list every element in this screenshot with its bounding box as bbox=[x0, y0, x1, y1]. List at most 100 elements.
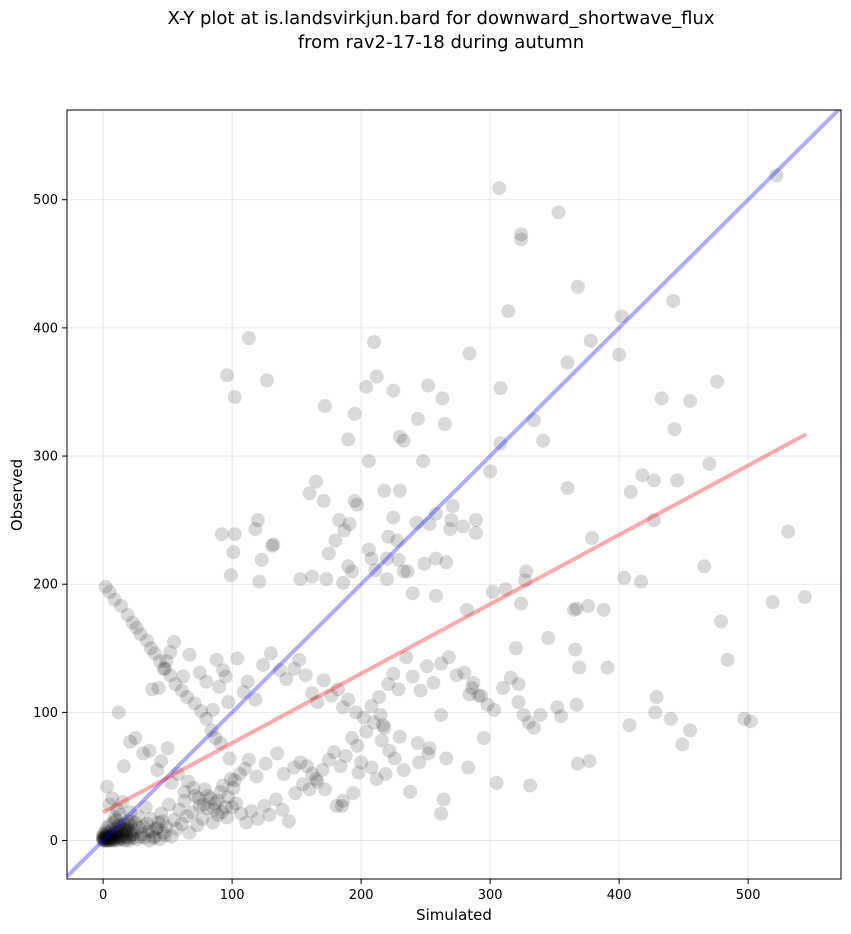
scatter-point bbox=[266, 537, 281, 552]
scatter-point bbox=[147, 646, 162, 661]
scatter-point bbox=[480, 697, 495, 712]
scatter-point bbox=[124, 828, 139, 843]
scatter-point bbox=[200, 801, 215, 816]
scatter-point bbox=[96, 830, 111, 845]
scatter-point bbox=[570, 756, 585, 771]
scatter-point bbox=[399, 650, 414, 665]
scatter-point bbox=[550, 700, 565, 715]
scatter-point bbox=[146, 830, 161, 845]
scatter-point bbox=[207, 802, 222, 817]
scatter-point bbox=[115, 827, 130, 842]
scatter-point bbox=[737, 711, 752, 726]
scatter-point bbox=[714, 614, 729, 629]
scatter-point bbox=[119, 825, 134, 840]
scatter-point bbox=[192, 665, 207, 680]
scatter-point bbox=[205, 702, 220, 717]
scatter-point bbox=[310, 695, 325, 710]
scatter-point bbox=[305, 766, 320, 781]
scatter-point bbox=[287, 760, 302, 775]
scatter-point bbox=[164, 775, 179, 790]
scatter-point bbox=[236, 684, 251, 699]
scatter-point bbox=[169, 822, 184, 837]
scatter-point bbox=[105, 830, 120, 845]
scatter-point bbox=[445, 499, 460, 514]
scatter-point bbox=[268, 792, 283, 807]
scatter-point bbox=[163, 668, 178, 683]
scatter-point bbox=[250, 513, 265, 528]
x-tick-label: 500 bbox=[736, 888, 761, 903]
scatter-point bbox=[378, 766, 393, 781]
scatter-point bbox=[120, 822, 135, 837]
scatter-point bbox=[347, 406, 362, 421]
scatter-point bbox=[324, 688, 339, 703]
scatter-point bbox=[465, 681, 480, 696]
scatter-point bbox=[110, 830, 125, 845]
scatter-point bbox=[321, 546, 336, 561]
scatter-point bbox=[186, 781, 201, 796]
scatter-point bbox=[649, 690, 664, 705]
scatter-point bbox=[646, 473, 661, 488]
scatter-point bbox=[110, 825, 125, 840]
scatter-point bbox=[128, 815, 143, 830]
scatter-point bbox=[348, 705, 363, 720]
scatter-point bbox=[302, 782, 317, 797]
scatter-point bbox=[436, 792, 451, 807]
scatter-point bbox=[468, 525, 483, 540]
scatter-point bbox=[118, 833, 133, 848]
scatter-point bbox=[310, 774, 325, 789]
scatter-point bbox=[142, 833, 157, 848]
scatter-point bbox=[369, 772, 384, 787]
scatter-point bbox=[536, 433, 551, 448]
scatter-point bbox=[459, 602, 474, 617]
scatter-point bbox=[109, 813, 124, 828]
scatter-point bbox=[191, 791, 206, 806]
scatter-point bbox=[111, 824, 126, 839]
scatter-point bbox=[428, 551, 443, 566]
scatter-point bbox=[97, 828, 112, 843]
y-tick-label: 200 bbox=[33, 578, 58, 593]
scatter-point bbox=[622, 718, 637, 733]
scatter-point bbox=[416, 454, 431, 469]
scatter-point bbox=[617, 570, 632, 585]
scatter-point bbox=[154, 754, 169, 769]
scatter-point bbox=[443, 522, 458, 537]
scatter-point bbox=[158, 661, 173, 676]
scatter-point bbox=[386, 666, 401, 681]
scatter-point bbox=[434, 806, 449, 821]
scatter-point bbox=[551, 205, 566, 220]
scatter-point bbox=[179, 809, 194, 824]
scatter-point bbox=[123, 818, 138, 833]
scatter-point bbox=[109, 822, 124, 837]
scatter-point bbox=[288, 786, 303, 801]
scatter-point bbox=[364, 551, 379, 566]
x-axis-label: Simulated bbox=[416, 906, 492, 924]
scatter-point bbox=[287, 661, 302, 676]
scatter-point bbox=[391, 552, 406, 567]
scatter-point bbox=[435, 391, 450, 406]
scatter-point bbox=[196, 797, 211, 812]
scatter-point bbox=[164, 829, 179, 844]
scatter-point bbox=[99, 820, 114, 835]
scatter-point bbox=[361, 542, 376, 557]
scatter-point bbox=[192, 798, 207, 813]
scatter-point bbox=[179, 690, 194, 705]
scatter-point bbox=[145, 824, 160, 839]
scatter-point bbox=[230, 651, 245, 666]
scatter-point bbox=[279, 672, 294, 687]
scatter-point bbox=[382, 743, 397, 758]
scatter-point bbox=[373, 707, 388, 722]
scatter-point bbox=[308, 474, 323, 489]
scatter-point bbox=[137, 830, 152, 845]
scatter-point bbox=[634, 574, 649, 589]
scatter-point bbox=[150, 820, 165, 835]
scatter-point bbox=[391, 682, 406, 697]
scatter-point bbox=[351, 765, 366, 780]
scatter-point bbox=[182, 825, 197, 840]
scatter-point bbox=[97, 833, 112, 848]
scatter-point bbox=[434, 707, 449, 722]
scatter-point bbox=[97, 830, 112, 845]
scatter-point bbox=[259, 373, 274, 388]
scatter-point bbox=[405, 669, 420, 684]
scatter-point bbox=[330, 682, 345, 697]
